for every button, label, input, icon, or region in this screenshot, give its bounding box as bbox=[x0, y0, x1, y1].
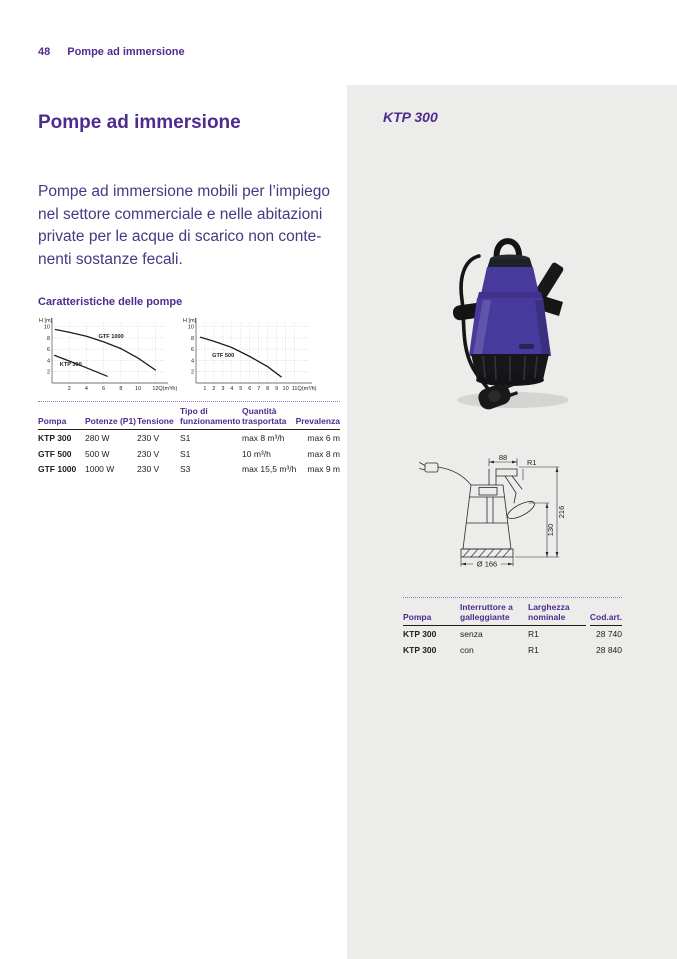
table-cell: S1 bbox=[180, 433, 191, 443]
svg-text:H [m]: H [m] bbox=[39, 318, 53, 324]
svg-text:4: 4 bbox=[230, 386, 233, 392]
table-cell: max 6 m bbox=[307, 433, 340, 443]
svg-text:9: 9 bbox=[275, 386, 278, 392]
table-cell: 500 W bbox=[85, 448, 110, 459]
svg-text:GTF 500: GTF 500 bbox=[212, 353, 234, 359]
svg-text:10: 10 bbox=[283, 386, 289, 392]
table-cell: con bbox=[460, 644, 474, 655]
svg-text:4: 4 bbox=[191, 358, 194, 364]
pump-photo bbox=[452, 238, 569, 410]
column-header: Interruttore a galleggiante bbox=[460, 602, 528, 626]
table-cell: 28 840 bbox=[596, 644, 622, 655]
svg-text:2: 2 bbox=[68, 386, 71, 392]
dim-height-total: 216 bbox=[557, 506, 566, 519]
product-model-label: KTP 300 bbox=[383, 109, 438, 125]
svg-text:8: 8 bbox=[266, 386, 269, 392]
table-cell: max 8 m³/h bbox=[242, 433, 285, 443]
svg-text:1: 1 bbox=[203, 386, 206, 392]
section-heading-characteristics: Caratteristiche delle pompe bbox=[38, 296, 183, 308]
pump-curve-chart-left: 2 4 6 8 10 2 4 6 8 10 12 H [m] Q(m³/h) GTF 1000 KTP 30… bbox=[38, 313, 180, 399]
table-cell: max 15,5 m³/h bbox=[242, 464, 297, 474]
svg-text:8: 8 bbox=[119, 386, 122, 392]
column-header: Pompa bbox=[403, 612, 460, 626]
intro-line: Pompe ad immersione mobili per l’impiego bbox=[38, 183, 331, 200]
dim-thread: R1 bbox=[527, 458, 537, 467]
dim-width: 88 bbox=[499, 453, 507, 462]
intro-line: nel settore commerciale e nelle abitazio… bbox=[38, 205, 323, 223]
table-cell: S3 bbox=[180, 464, 191, 474]
table-cell: KTP 300 bbox=[403, 629, 437, 639]
table-cell: KTP 300 bbox=[38, 433, 72, 443]
svg-text:11: 11 bbox=[292, 386, 298, 392]
specs-table: Pompa Potenze (P1) Tensione Tipo di funzion… bbox=[38, 401, 340, 477]
table-cell: 280 W bbox=[85, 433, 110, 443]
svg-text:Q(m³/h): Q(m³/h) bbox=[298, 386, 317, 392]
dimension-drawing: 88 R1 216 130 Ø 166 bbox=[419, 453, 566, 569]
column-header: Potenze (P1) bbox=[85, 416, 137, 430]
table-cell: senza bbox=[460, 629, 483, 639]
intro-line: nenti sostanze fecali. bbox=[38, 250, 183, 268]
svg-text:10: 10 bbox=[44, 325, 50, 331]
svg-text:12: 12 bbox=[152, 386, 158, 392]
column-header: Pompa bbox=[38, 416, 85, 430]
column-header: Tensione bbox=[137, 416, 180, 430]
dim-diameter: Ø 166 bbox=[477, 560, 497, 569]
svg-text:8: 8 bbox=[47, 336, 50, 342]
table-cell: KTP 300 bbox=[403, 644, 437, 655]
svg-text:10: 10 bbox=[135, 386, 141, 392]
pump-curve-chart-right: 2 4 6 8 10 1 2 3 4 5 6 7 8 9 10 11 H [m] Q(m³/h) GTF 500 bbox=[182, 313, 324, 399]
svg-text:H [m]: H [m] bbox=[183, 318, 197, 324]
table-cell: R1 bbox=[528, 644, 539, 655]
svg-text:8: 8 bbox=[191, 336, 194, 342]
svg-text:10: 10 bbox=[188, 325, 194, 331]
intro-paragraph: Pompe ad immersione mobili per l’impiego… bbox=[38, 181, 358, 271]
page-header: 48 Pompe ad immersione bbox=[38, 46, 185, 58]
table-cell: GTF 500 bbox=[38, 448, 72, 459]
table-cell: 28 740 bbox=[596, 629, 622, 639]
column-header: Tipo di funzionamento bbox=[180, 406, 242, 430]
svg-text:6: 6 bbox=[191, 347, 194, 353]
column-header: Larghezza nominale bbox=[528, 602, 586, 626]
table-cell: 230 V bbox=[137, 464, 160, 474]
table-cell: max 8 m bbox=[307, 448, 340, 459]
svg-text:3: 3 bbox=[221, 386, 224, 392]
svg-text:2: 2 bbox=[47, 370, 50, 376]
svg-text:GTF 1000: GTF 1000 bbox=[99, 334, 124, 340]
svg-text:4: 4 bbox=[85, 386, 88, 392]
table-cell: GTF 1000 bbox=[38, 464, 77, 474]
page-header-title: Pompe ad immersione bbox=[67, 46, 185, 58]
intro-line: private per le acque di scarico non cont… bbox=[38, 228, 322, 245]
svg-text:6: 6 bbox=[248, 386, 251, 392]
svg-text:KTP 300: KTP 300 bbox=[60, 362, 82, 368]
table-cell: 230 V bbox=[137, 433, 160, 443]
svg-text:4: 4 bbox=[47, 358, 50, 364]
page-number: 48 bbox=[38, 46, 51, 58]
table-cell: max 9 m bbox=[307, 464, 340, 474]
order-table: Pompa Interruttore a galleggiante Larghezz… bbox=[403, 597, 622, 657]
dim-height-partial: 130 bbox=[546, 524, 555, 537]
svg-text:Q(m³/h): Q(m³/h) bbox=[158, 386, 177, 392]
table-cell: R1 bbox=[528, 629, 539, 639]
table-cell: 1000 W bbox=[85, 464, 115, 474]
svg-text:6: 6 bbox=[47, 347, 50, 353]
column-header: Prevalenza bbox=[295, 416, 340, 430]
product-panel: KTP 300 bbox=[347, 85, 677, 959]
svg-text:2: 2 bbox=[191, 370, 194, 376]
svg-text:2: 2 bbox=[212, 386, 215, 392]
page-title: Pompe ad immersione bbox=[38, 111, 241, 133]
column-header: Cod.art. bbox=[589, 612, 622, 626]
svg-text:7: 7 bbox=[257, 386, 260, 392]
svg-text:5: 5 bbox=[239, 386, 242, 392]
table-cell: 230 V bbox=[137, 448, 160, 459]
table-cell: 10 m³/h bbox=[242, 448, 271, 459]
column-header: Quantità trasportata bbox=[242, 406, 308, 430]
svg-text:6: 6 bbox=[102, 386, 105, 392]
table-cell: S1 bbox=[180, 448, 191, 459]
